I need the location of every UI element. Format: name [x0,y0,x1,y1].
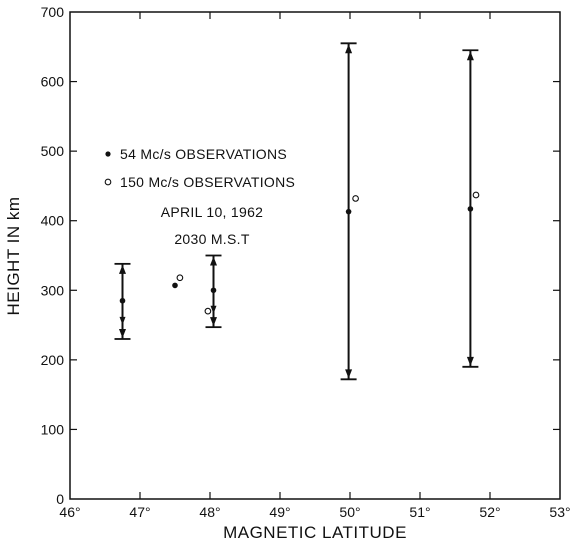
point-54mcs [467,206,474,212]
point-150mcs [204,307,212,315]
y-tick-labels: 0 100 200 300 400 500 600 700 [41,4,65,507]
y-tick-label: 600 [41,74,65,90]
annotation-time: 2030 M.S.T [174,231,250,247]
x-axis-label: MAGNETIC LATITUDE [223,523,407,542]
y-tick-label: 0 [56,491,64,507]
error-bar-arrow-down [345,369,353,379]
point-54mcs [345,208,352,215]
x-tick-label: 48° [199,504,220,520]
error-bar-arrow-up [345,44,353,54]
annotation-date: APRIL 10, 1962 [161,204,264,220]
plot-frame-group [69,11,561,500]
point-150mcs [352,195,359,202]
y-tick-label: 400 [41,213,65,229]
point-54mcs [210,287,217,294]
y-tick-label: 100 [41,421,65,437]
error-bar-arrow-up [466,51,474,61]
legend: 54 Mc/s OBSERVATIONS 150 Mc/s OBSERVATIO… [104,146,295,247]
legend-marker-54mcs [105,151,111,157]
data-points [119,191,480,315]
error-bar-arrow-up [119,264,126,274]
point-150mcs [176,274,184,282]
y-axis-label: HEIGHT IN km [4,196,23,315]
point-54mcs [172,282,178,289]
y-tick-label: 500 [41,143,65,159]
point-54mcs [119,297,126,304]
x-tick-label: 52° [479,504,500,520]
error-bar-arrow-up [210,256,217,266]
error-bar-arrow-down [210,317,217,327]
error-bar-arrow-mid [210,305,217,314]
legend-label-54mcs: 54 Mc/s OBSERVATIONS [120,146,287,162]
x-tick-label: 50° [339,504,360,520]
y-tick-label: 200 [41,352,65,368]
x-tick-label: 53° [549,504,570,520]
point-150mcs [472,191,480,199]
x-tick-label: 51° [409,504,430,520]
error-bar-arrow-down [466,356,474,366]
legend-marker-150mcs [104,178,112,186]
x-tick-label: 47° [129,504,150,520]
y-tick-label: 300 [41,282,65,298]
x-tick-label: 46° [59,504,80,520]
plot-frame [69,11,561,500]
legend-label-150mcs: 150 Mc/s OBSERVATIONS [120,174,295,190]
x-tick-label: 49° [269,504,290,520]
error-bar-arrow-mid [119,316,126,325]
ticks [70,12,560,499]
y-tick-label: 700 [41,4,65,20]
error-bar-arrow-down [119,328,126,338]
x-tick-labels: 46° 47° 48° 49° 50° 51° 52° 53° [59,504,570,520]
